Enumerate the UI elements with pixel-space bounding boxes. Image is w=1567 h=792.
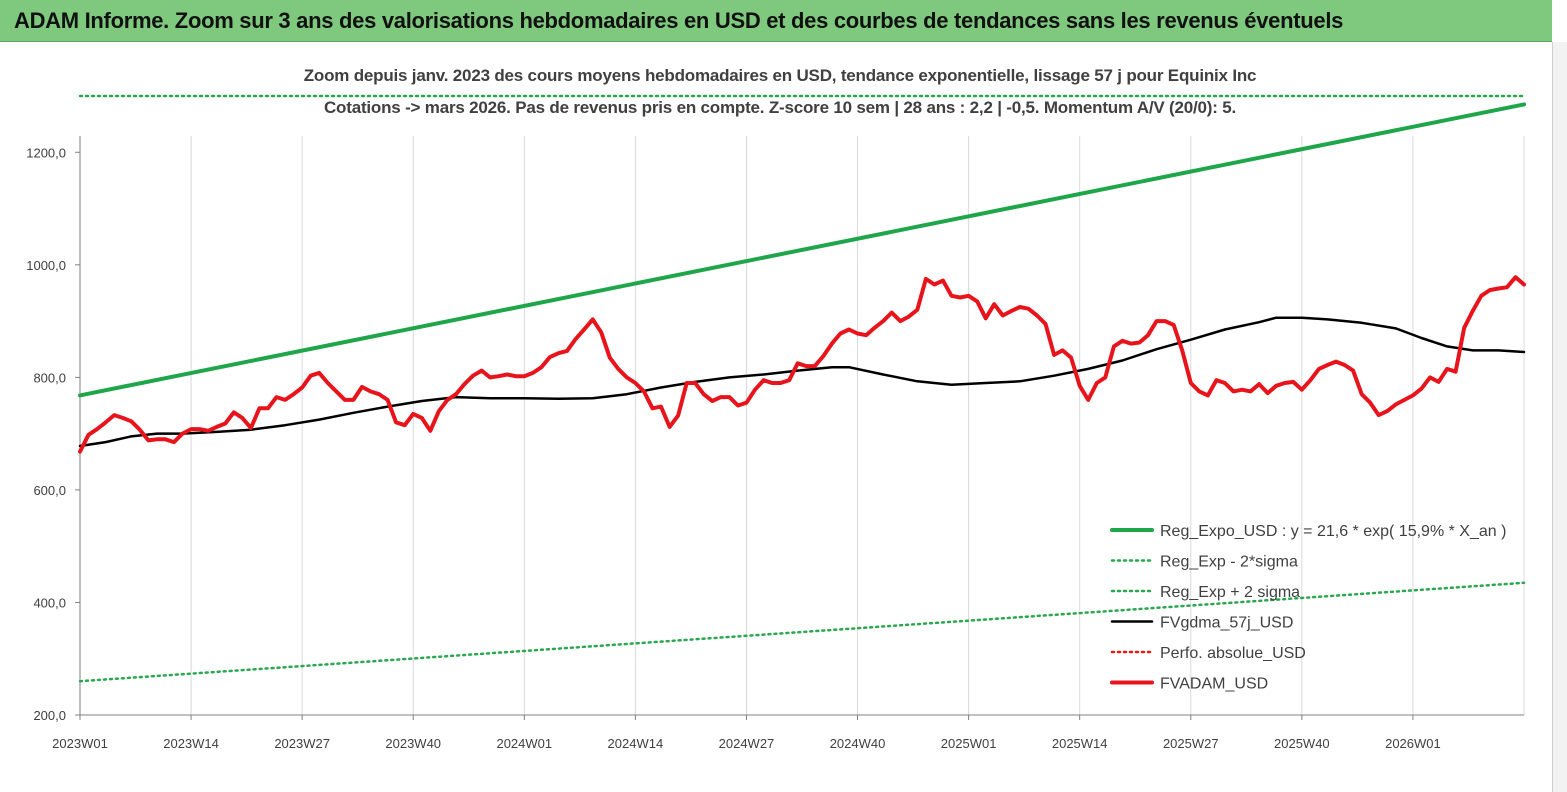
y-tick-label: 1000,0: [26, 258, 66, 273]
legend-label: FVADAM_USD: [1160, 676, 1268, 693]
x-tick-label: 2023W40: [385, 736, 441, 751]
legend-label: Reg_Exp - 2*sigma: [1160, 554, 1298, 571]
y-tick-label: 400,0: [33, 595, 66, 610]
x-tick-label: 2025W27: [1163, 736, 1219, 751]
chart-axes: 2023W01 2023W14 2023W27 2023W40 2024W01 2024W…: [26, 136, 1524, 751]
right-scroll-strip: [1552, 42, 1567, 792]
x-tick-label: 2025W01: [941, 736, 997, 751]
x-tick-label: 2026W01: [1385, 736, 1441, 751]
x-tick-label: 2024W27: [719, 736, 775, 751]
x-tick-label: 2025W40: [1274, 736, 1330, 751]
legend-label: FVgdma_57j_USD: [1160, 615, 1293, 632]
legend-label: Reg_Exp + 2 sigma: [1160, 584, 1300, 601]
x-tick-label: 2023W14: [163, 736, 219, 751]
x-tick-label: 2024W40: [830, 736, 886, 751]
y-tick-label: 600,0: [33, 483, 66, 498]
chart-title-line-1: Zoom depuis janv. 2023 des cours moyens …: [275, 66, 1285, 86]
chart-series: [78, 94, 1526, 683]
series-line-0: [78, 102, 1526, 398]
legend-label: Perfo. absolue_USD: [1160, 645, 1306, 662]
x-tick-label: 2024W01: [496, 736, 552, 751]
x-tick-label: 2024W14: [608, 736, 664, 751]
series-line-3: [78, 316, 1526, 448]
x-tick-label: 2023W01: [52, 736, 108, 751]
legend-label: Reg_Expo_USD : y = 21,6 * exp( 15,9% * X…: [1160, 523, 1506, 540]
x-tick-label: 2025W14: [1052, 736, 1108, 751]
series-line-1: [78, 581, 1526, 683]
y-tick-label: 800,0: [33, 370, 66, 385]
chart-grid: [190, 136, 1525, 715]
series-line-5: [78, 275, 1526, 454]
chart-legend: Reg_Expo_USD : y = 21,6 * exp( 15,9% * X…: [1110, 523, 1506, 693]
report-banner-title: ADAM Informe. Zoom sur 3 ans des valoris…: [0, 0, 1552, 42]
y-tick-label: 200,0: [33, 708, 66, 723]
chart-title-line-2: Cotations -> mars 2026. Pas de revenus p…: [275, 98, 1285, 118]
y-tick-label: 1200,0: [26, 145, 66, 160]
x-tick-label: 2023W27: [274, 736, 330, 751]
